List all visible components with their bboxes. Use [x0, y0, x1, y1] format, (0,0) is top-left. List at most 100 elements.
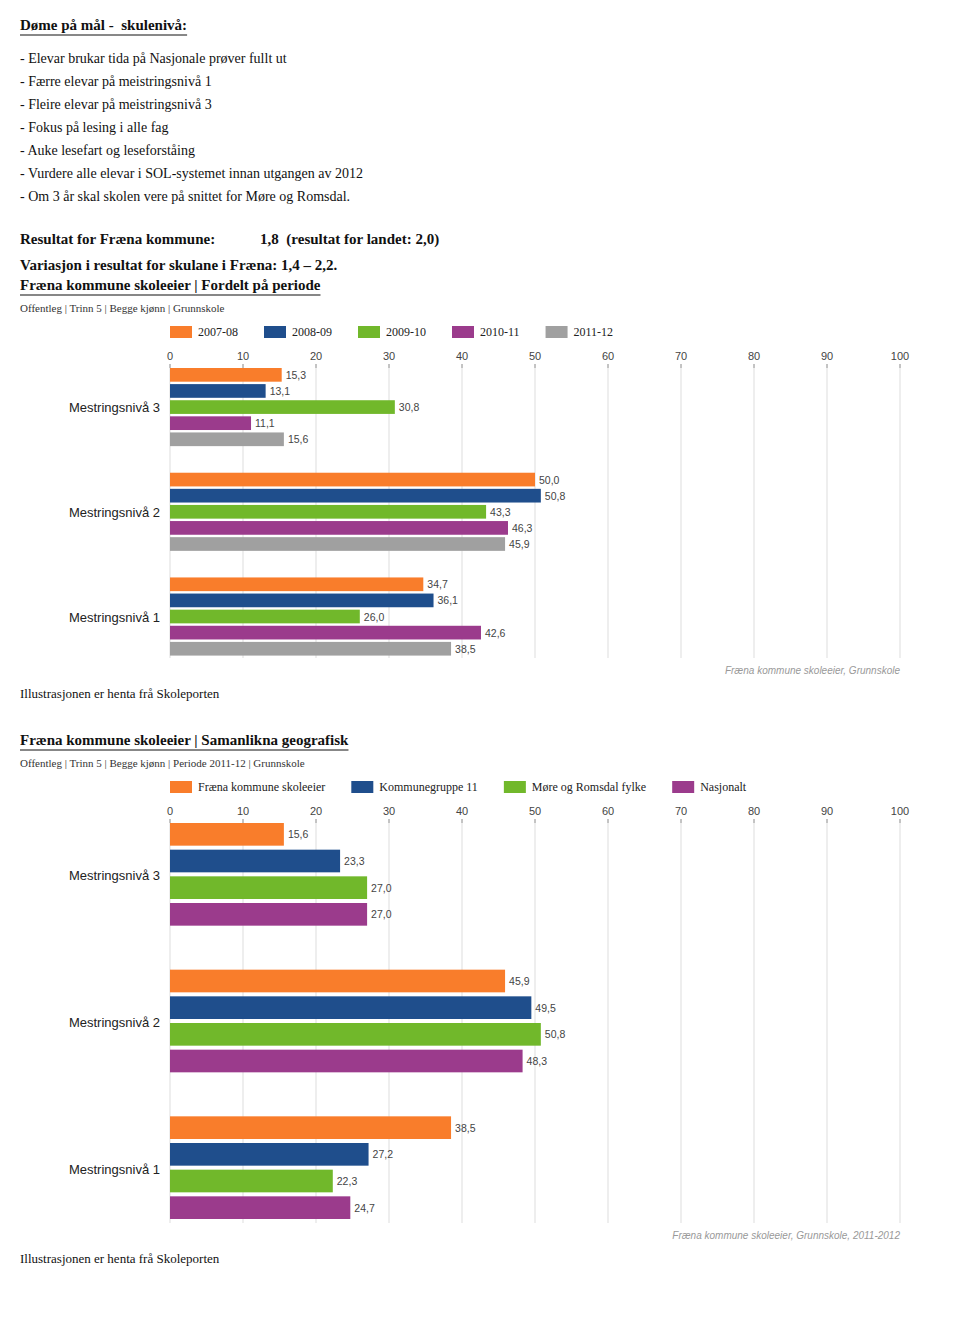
x-axis: 0102030405060708090100: [167, 805, 909, 1223]
tick-label: 70: [675, 350, 687, 362]
data-label: 26,0: [364, 611, 385, 623]
data-label: 38,5: [455, 643, 476, 655]
bar: [170, 577, 423, 591]
legend-label: Fræna kommune skoleeier: [198, 780, 325, 794]
bars: [170, 368, 541, 656]
bar: [170, 384, 266, 398]
tick-mark: [389, 364, 390, 368]
data-label: 23,3: [344, 855, 365, 867]
data-label: 38,5: [455, 1122, 476, 1134]
x-axis: 0102030405060708090100: [167, 350, 909, 658]
grid-line: [681, 368, 682, 658]
data-label: 43,3: [490, 506, 511, 518]
tick-label: 90: [821, 350, 833, 362]
data-label: 50,8: [545, 1028, 566, 1040]
grid-line: [827, 823, 828, 1223]
tick-label: 100: [891, 805, 909, 817]
tick-label: 10: [237, 350, 249, 362]
data-label: 45,9: [509, 538, 530, 550]
tick-mark: [754, 819, 755, 823]
bar: [170, 1023, 541, 1046]
data-label: 30,8: [399, 401, 420, 413]
grid-line: [900, 823, 901, 1223]
tick-mark: [827, 364, 828, 368]
tick-label: 20: [310, 805, 322, 817]
legend-swatch: [452, 326, 474, 338]
bar: [170, 610, 360, 624]
data-label: 13,1: [270, 385, 291, 397]
chart: Fræna kommune skoleeier | Samanlikna geo…: [20, 732, 909, 1266]
header-line: - Fleire elevar på meistringsnivå 3: [20, 97, 212, 112]
bar: [170, 489, 541, 503]
bar: [170, 1116, 451, 1139]
tick-label: 0: [167, 350, 173, 362]
header-line: - Auke lesefart og leseforståing: [20, 143, 195, 158]
bar: [170, 823, 284, 846]
tick-mark: [754, 364, 755, 368]
background: [0, 0, 960, 1319]
data-label: 24,7: [354, 1202, 375, 1214]
tick-mark: [681, 819, 682, 823]
y-axis: Mestringsnivå 1Mestringsnivå 2Mestringsn…: [69, 400, 160, 624]
tick-label: 0: [167, 805, 173, 817]
header-title: Døme på mål - skulenivå:: [20, 17, 187, 33]
title-underline: [20, 35, 187, 36]
chart-subtitle: Offentleg | Trinn 5 | Begge kjønn | Grun…: [20, 302, 225, 314]
data-label: 42,6: [485, 627, 506, 639]
bar: [170, 1170, 333, 1193]
chart-title: Fræna kommune skoleeier | Samanlikna geo…: [20, 732, 349, 748]
tick-mark: [243, 819, 244, 823]
tick-label: 60: [602, 350, 614, 362]
result-line: Resultat for Fræna kommune: 1,8 (resulta…: [20, 231, 439, 248]
bar: [170, 432, 284, 446]
tick-label: 80: [748, 350, 760, 362]
tick-mark: [170, 364, 171, 368]
data-label: 48,3: [527, 1055, 548, 1067]
data-label: 46,3: [512, 522, 533, 534]
legend: Fræna kommune skoleeier Kommunegruppe 11 M…: [170, 780, 747, 794]
tick-mark: [608, 819, 609, 823]
bars: [170, 823, 541, 1219]
tick-mark: [535, 819, 536, 823]
legend-label: Kommunegruppe 11: [379, 780, 478, 794]
bar: [170, 473, 535, 487]
data-label: 49,5: [535, 1002, 556, 1014]
chart: Fræna kommune skoleeier | Fordelt på per…: [20, 277, 909, 701]
data-label: 27,2: [373, 1148, 394, 1160]
header-line: - Færre elevar på meistringsnivå 1: [20, 74, 212, 89]
tick-label: 80: [748, 805, 760, 817]
bar: [170, 876, 367, 899]
bar: [170, 521, 508, 535]
tick-mark: [462, 364, 463, 368]
tick-mark: [900, 364, 901, 368]
chart-subtitle: Offentleg | Trinn 5 | Begge kjønn | Peri…: [20, 757, 305, 769]
data-label: 15,6: [288, 433, 309, 445]
header-line: - Fokus på lesing i alle fag: [20, 120, 169, 135]
legend-swatch: [358, 326, 380, 338]
bar: [170, 594, 434, 608]
tick-mark: [316, 364, 317, 368]
bar: [170, 368, 282, 382]
grid-line: [608, 368, 609, 658]
tick-mark: [389, 819, 390, 823]
bar: [170, 970, 505, 993]
data-labels: 34,736,126,042,638,550,050,843,346,345,9…: [255, 369, 565, 655]
bar: [170, 400, 395, 414]
tick-label: 30: [383, 805, 395, 817]
tick-mark: [608, 364, 609, 368]
bar: [170, 642, 451, 656]
data-label: 50,8: [545, 490, 566, 502]
note: Illustrasjonen er henta frå Skoleporten: [20, 1251, 220, 1266]
watermark: Fræna kommune skoleeier, Grunnskole, 201…: [672, 1230, 900, 1241]
data-label: 36,1: [438, 594, 459, 606]
grid-line: [754, 823, 755, 1223]
legend-swatch: [351, 781, 373, 793]
tick-mark: [827, 819, 828, 823]
header-line: - Vurdere alle elevar i SOL-systemet inn…: [20, 166, 363, 181]
data-label: 27,0: [371, 882, 392, 894]
tick-mark: [170, 819, 171, 823]
category-label: Mestringsnivå 2: [69, 505, 160, 520]
legend-label: Møre og Romsdal fylke: [532, 780, 646, 794]
bar: [170, 537, 505, 551]
data-label: 34,7: [427, 578, 448, 590]
